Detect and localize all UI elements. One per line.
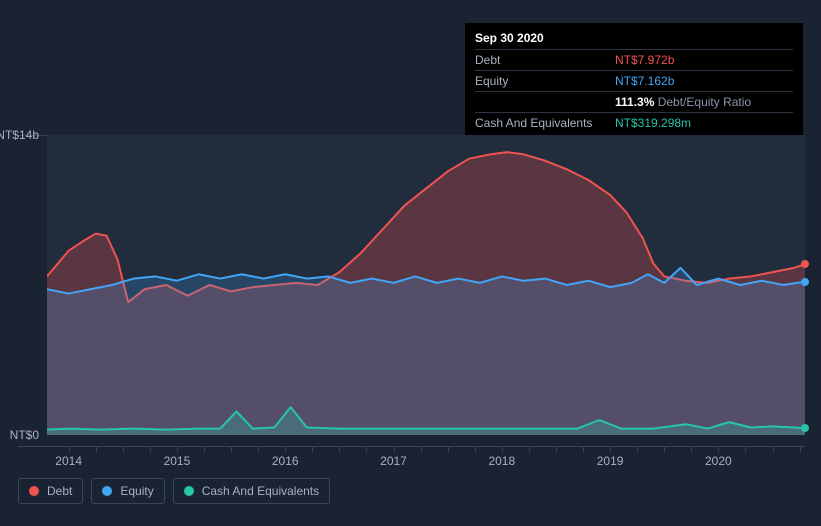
tooltip-row: DebtNT$7.972b [475, 49, 793, 70]
x-axis-label: 2019 [590, 454, 630, 468]
x-axis-tick [285, 446, 286, 452]
tooltip-row-label: Debt [475, 53, 615, 67]
x-axis-tick [664, 446, 665, 452]
legend-swatch [102, 486, 112, 496]
x-axis-tick [339, 446, 340, 452]
plot-svg [47, 135, 805, 435]
legend-label: Debt [47, 484, 72, 498]
tooltip-date: Sep 30 2020 [475, 29, 793, 49]
series-end-dot [801, 424, 809, 432]
tooltip-rows: DebtNT$7.972bEquityNT$7.162b111.3% Debt/… [475, 49, 793, 133]
x-axis-tick [502, 446, 503, 452]
x-axis-tick [448, 446, 449, 452]
x-axis-line [18, 446, 805, 447]
tooltip-row: Cash And EquivalentsNT$319.298m [475, 112, 793, 133]
legend-item[interactable]: Equity [91, 478, 164, 504]
tooltip-row-value: NT$319.298m [615, 116, 691, 130]
x-axis-tick [718, 446, 719, 452]
x-axis-tick [69, 446, 70, 452]
x-axis-tick [556, 446, 557, 452]
x-axis-label: 2020 [698, 454, 738, 468]
tooltip-row-label: Cash And Equivalents [475, 116, 615, 130]
tooltip-row-value: 111.3% Debt/Equity Ratio [615, 95, 751, 109]
x-axis-tick [204, 446, 205, 452]
x-axis-label: 2015 [157, 454, 197, 468]
tooltip-row: EquityNT$7.162b [475, 70, 793, 91]
x-axis-tick [475, 446, 476, 452]
tooltip-panel: Sep 30 2020 DebtNT$7.972bEquityNT$7.162b… [465, 23, 803, 139]
x-axis-label: 2018 [482, 454, 522, 468]
legend-item[interactable]: Cash And Equivalents [173, 478, 330, 504]
x-axis-tick [123, 446, 124, 452]
tooltip-row: 111.3% Debt/Equity Ratio [475, 91, 793, 112]
y-axis-label: NT$14b [0, 128, 39, 142]
x-axis-label: 2017 [374, 454, 414, 468]
legend-swatch [184, 486, 194, 496]
x-axis-tick [421, 446, 422, 452]
x-axis-label: 2016 [265, 454, 305, 468]
x-axis-tick [800, 446, 801, 452]
chart-container: Sep 30 2020 DebtNT$7.972bEquityNT$7.162b… [0, 0, 821, 526]
x-axis-tick [231, 446, 232, 452]
x-axis-tick [691, 446, 692, 452]
x-axis-tick [745, 446, 746, 452]
x-axis-tick [366, 446, 367, 452]
x-axis-tick [150, 446, 151, 452]
x-axis-tick [610, 446, 611, 452]
legend: Debt Equity Cash And Equivalents [18, 478, 330, 504]
x-axis-tick [96, 446, 97, 452]
y-axis-label: NT$0 [0, 428, 39, 442]
series-end-dot [801, 278, 809, 286]
tooltip-row-label [475, 95, 615, 109]
series-end-dot [801, 260, 809, 268]
tooltip-row-value: NT$7.162b [615, 74, 674, 88]
x-axis-tick [773, 446, 774, 452]
x-axis-tick [177, 446, 178, 452]
legend-item[interactable]: Debt [18, 478, 83, 504]
tooltip-row-value: NT$7.972b [615, 53, 674, 67]
x-axis-label: 2014 [49, 454, 89, 468]
x-axis-tick [583, 446, 584, 452]
x-axis-tick [394, 446, 395, 452]
legend-label: Equity [120, 484, 153, 498]
series-area [47, 268, 805, 435]
plot-area[interactable] [47, 135, 805, 435]
x-axis-tick [529, 446, 530, 452]
tooltip-row-label: Equity [475, 74, 615, 88]
x-axis-tick [258, 446, 259, 452]
legend-label: Cash And Equivalents [202, 484, 319, 498]
legend-swatch [29, 486, 39, 496]
x-axis-tick [637, 446, 638, 452]
x-axis-tick [312, 446, 313, 452]
